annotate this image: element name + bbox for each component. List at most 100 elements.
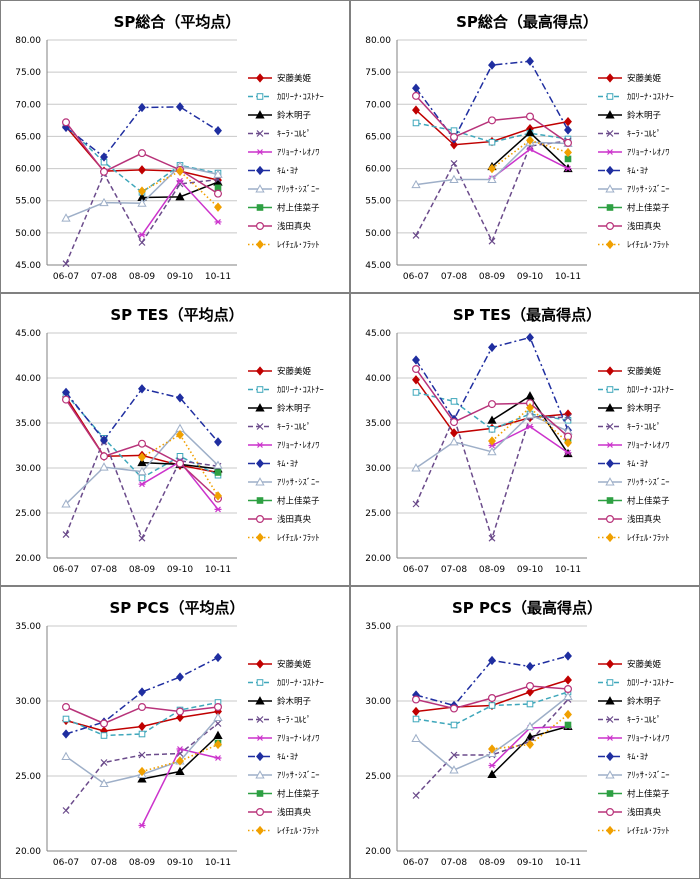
x-tick-label: 07-08: [441, 565, 467, 575]
legend-entry: ｱﾘｮｰﾅ･ﾚｵﾉﾜ: [248, 734, 320, 744]
data-point: [99, 197, 109, 207]
legend-marker: [256, 386, 264, 393]
data-point: [175, 766, 185, 775]
chart-sp-total-best: SP総合（最高得点） 45.00 50.00 55.00 60.00 65.00 70.00…: [350, 0, 700, 293]
legend-label: ｷﾑ･ﾖﾅ: [277, 167, 298, 177]
y-tick-label: 70.00: [15, 100, 41, 110]
legend-entry: 鈴木明子: [248, 403, 312, 414]
legend-entry: ｱﾘｮｰﾅ･ﾚｵﾉﾜ: [248, 441, 320, 451]
data-point: [526, 135, 534, 145]
legend-entry: ﾚｲﾁｪﾙ･ﾌﾗｯﾄ: [598, 825, 670, 837]
series-s3: [137, 730, 223, 783]
legend-label: 安藤美姫: [277, 366, 312, 377]
legend-marker: [605, 770, 615, 779]
legend-marker: [605, 477, 615, 486]
data-point: [99, 778, 109, 787]
legend-entry: 村上佳菜子: [248, 496, 320, 507]
legend-entry: 鈴木明子: [598, 403, 662, 414]
data-point: [488, 138, 496, 146]
y-tick-label: 40.00: [365, 374, 391, 384]
legend-entry: ｱﾘｯｻ･ｼｽﾞﾆｰ: [598, 184, 670, 195]
data-point: [449, 418, 458, 427]
y-tick-label: 45.00: [15, 329, 41, 339]
legend-label: ﾚｲﾁｪﾙ･ﾌﾗｯﾄ: [277, 827, 320, 837]
series-s9: [61, 702, 223, 728]
data-point: [412, 375, 420, 385]
series-s10: [488, 135, 572, 174]
legend-entry: ﾚｲﾁｪﾙ･ﾌﾗｯﾄ: [248, 532, 320, 544]
data-point: [214, 491, 222, 501]
data-point: [488, 237, 496, 245]
legend-label: ｶﾛﾘｰﾅ･ｺｽﾄﾅｰ: [627, 679, 674, 689]
legend: 安藤美姫 ｶﾛﾘｰﾅ･ｺｽﾄﾅｰ 鈴木明子 ｷｰﾗ･ｺﾙﾋﾟ ｱﾘｮｰﾅ･ﾚｵﾉﾜ ｷﾑ･…: [248, 659, 324, 837]
data-point: [411, 91, 420, 100]
data-point: [176, 707, 185, 716]
legend-entry: ｱﾘｯｻ･ｼｽﾞﾆｰ: [248, 184, 320, 195]
data-point: [214, 189, 223, 198]
data-point: [214, 652, 222, 663]
legend-label: ｷｰﾗ･ｺﾙﾋﾟ: [277, 423, 311, 433]
legend-marker: [256, 532, 264, 543]
data-point: [213, 460, 223, 469]
legend-label: 村上佳菜子: [627, 496, 670, 507]
data-point: [487, 769, 497, 778]
y-tick-label: 30.00: [365, 697, 391, 707]
data-point: [564, 651, 572, 661]
x-tick-label: 07-08: [91, 858, 117, 868]
legend-label: 鈴木明子: [277, 110, 312, 121]
data-point: [213, 730, 223, 739]
data-point: [138, 730, 146, 738]
legend-entry: ｷﾑ･ﾖﾅ: [248, 751, 298, 763]
x-tick-label: 10-11: [205, 858, 231, 868]
data-point: [525, 721, 535, 730]
data-point: [138, 239, 146, 246]
legend-marker: [606, 386, 614, 393]
legend-label: ｶﾛﾘｰﾅ･ｺｽﾄﾅｰ: [627, 93, 674, 103]
data-point: [138, 102, 146, 113]
data-point: [138, 766, 146, 777]
legend-entry: 安藤美姫: [248, 366, 312, 377]
legend-entry: 村上佳菜子: [598, 496, 670, 507]
y-tick-label: 80.00: [15, 36, 41, 46]
legend-entry: ｷﾑ･ﾖﾅ: [248, 165, 298, 177]
legend-marker: [256, 165, 264, 176]
data-point: [214, 720, 222, 727]
data-point: [563, 691, 573, 700]
data-point: [488, 116, 497, 125]
data-point: [176, 756, 184, 766]
y-tick-label: 70.00: [365, 100, 391, 110]
legend-marker: [256, 825, 264, 836]
legend-entry: 安藤美姫: [248, 73, 312, 84]
data-point: [526, 112, 535, 121]
panel-frame: [0, 586, 350, 879]
legend-label: ｱﾘｮｰﾅ･ﾚｵﾉﾜ: [277, 148, 320, 158]
series-s10: [488, 403, 572, 448]
data-point: [564, 675, 572, 685]
data-point: [176, 430, 184, 440]
legend-label: ﾚｲﾁｪﾙ･ﾌﾗｯﾄ: [277, 241, 320, 251]
legend-entry: 鈴木明子: [598, 696, 662, 707]
legend-marker: [606, 790, 614, 797]
data-point: [412, 792, 420, 799]
data-point: [61, 499, 71, 508]
series-s6: [412, 332, 572, 435]
legend-marker: [605, 110, 615, 119]
series-s3: [137, 177, 223, 201]
series-line: [415, 655, 569, 707]
legend-entry: ｷﾑ･ﾖﾅ: [598, 458, 648, 470]
data-point: [450, 751, 458, 759]
data-point: [526, 687, 534, 697]
data-point: [138, 231, 146, 238]
data-point: [138, 481, 146, 488]
panel-frame: [350, 293, 700, 586]
data-point: [488, 762, 496, 769]
x-tick-label: 08-09: [129, 272, 155, 282]
legend-entry: 浅田真央: [248, 221, 312, 232]
y-tick-label: 40.00: [15, 374, 41, 384]
legend-marker: [256, 808, 265, 817]
legend-entry: ｱﾘｯｻ･ｼｽﾞﾆｰ: [598, 477, 670, 488]
legend-marker: [606, 93, 614, 100]
series-s6: [62, 102, 222, 162]
data-point: [525, 410, 535, 419]
legend-marker: [255, 696, 265, 705]
